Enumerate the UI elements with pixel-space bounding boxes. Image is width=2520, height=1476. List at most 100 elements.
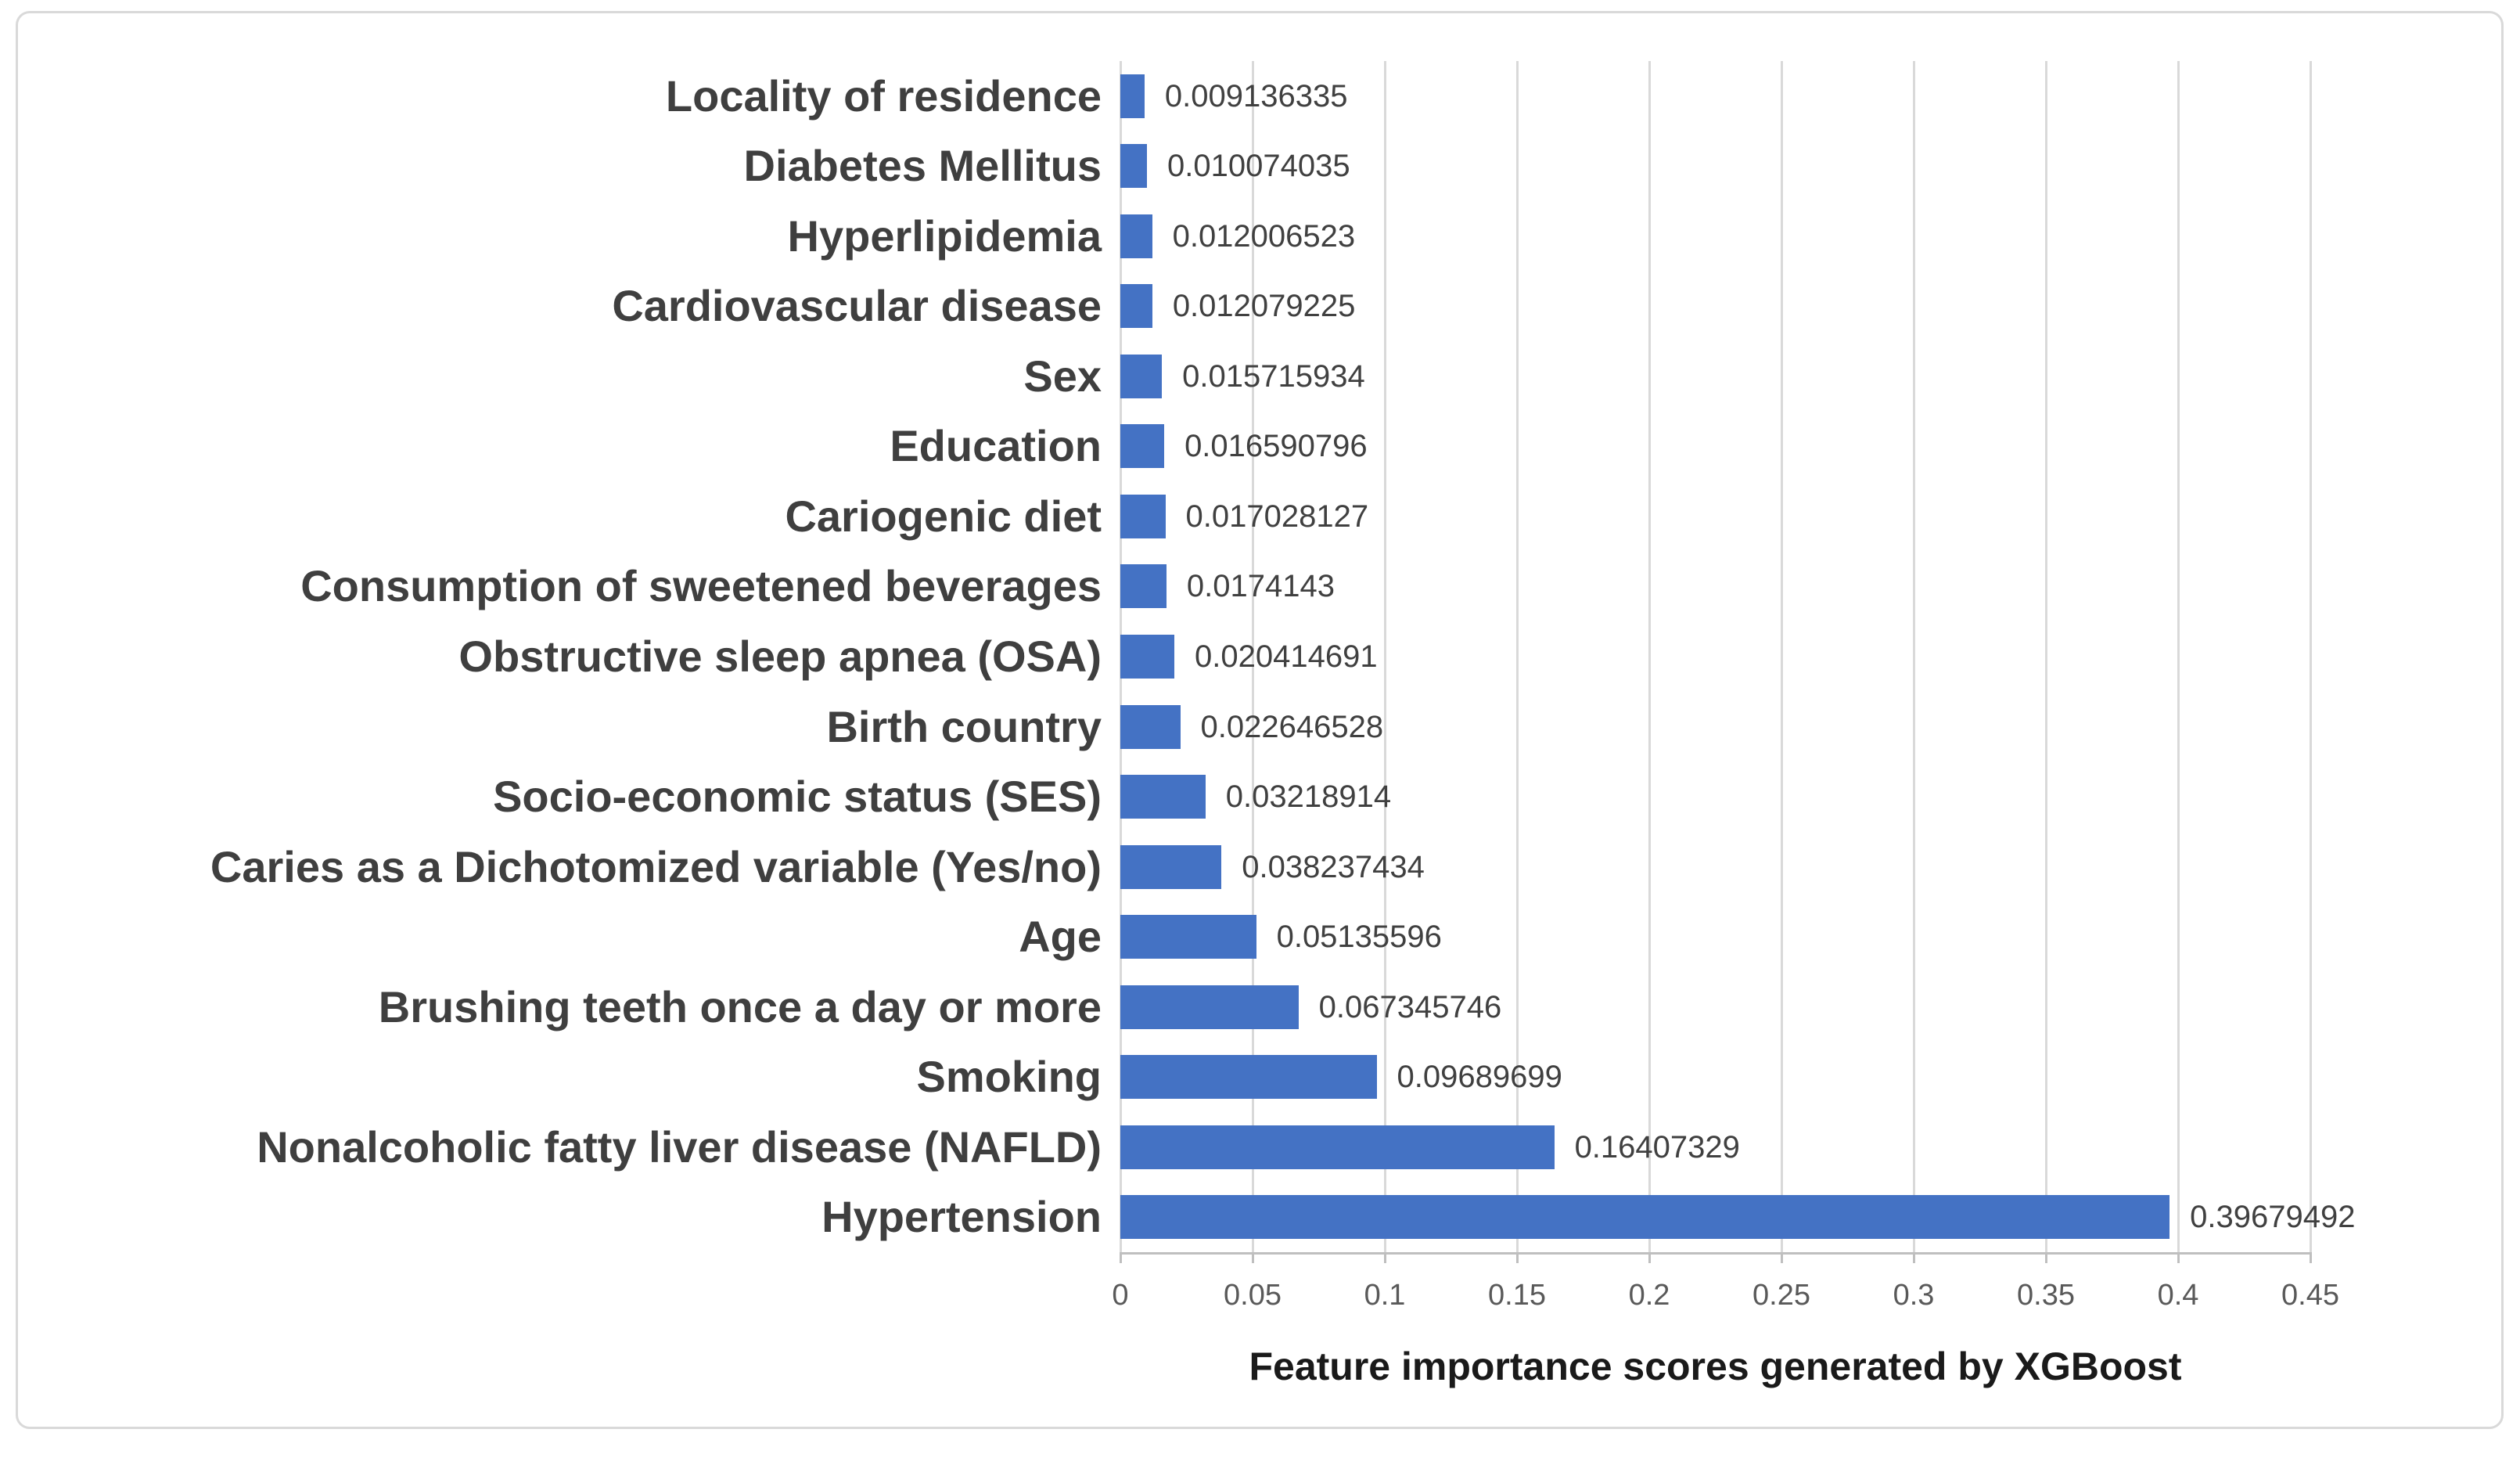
bar-row: 0.012079225 [1120, 272, 2310, 342]
bar [1120, 634, 1174, 679]
gridline [2177, 61, 2180, 1252]
bar-row: 0.022646528 [1120, 692, 2310, 762]
bar-value-label: 0.09689699 [1397, 1060, 1562, 1095]
bar-value-label: 0.017028127 [1185, 499, 1369, 534]
bar-value-label: 0.012079225 [1172, 289, 1356, 324]
tick-mark [1912, 1252, 1915, 1263]
bar-row: 0.009136335 [1120, 61, 2310, 131]
category-label: Obstructive sleep apnea (OSA) [458, 631, 1102, 681]
gridline [1912, 61, 1915, 1252]
category-label: Hyperlipidemia [787, 211, 1102, 261]
bar-value-label: 0.067345746 [1318, 989, 1502, 1024]
tick-label: 0.05 [1224, 1279, 1282, 1312]
bar [1120, 844, 1222, 889]
tick-mark [1120, 1252, 1122, 1263]
gridline [1383, 61, 1386, 1252]
bar-row: 0.010074035 [1120, 131, 2310, 202]
category-label: Sex [1023, 351, 1102, 401]
tick-label: 0 [1112, 1279, 1129, 1312]
gridline [2310, 61, 2312, 1252]
tick-mark [2177, 1252, 2180, 1263]
bar-row: 0.03218914 [1120, 761, 2310, 832]
gridline [1781, 61, 1783, 1252]
bar-row: 0.0174143 [1120, 552, 2310, 622]
category-label: Caries as a Dichotomized variable (Yes/n… [210, 841, 1102, 891]
tick-mark [2045, 1252, 2047, 1263]
bar-row: 0.39679492 [1120, 1182, 2355, 1252]
bar-value-label: 0.009136335 [1164, 78, 1348, 113]
tick-label: 0.25 [1752, 1279, 1810, 1312]
bar-value-label: 0.022646528 [1200, 709, 1384, 744]
tick-label: 0.2 [1628, 1279, 1670, 1312]
category-label: Education [890, 421, 1102, 471]
tick-label: 0.1 [1364, 1279, 1406, 1312]
category-label: Consumption of sweetened beverages [300, 561, 1102, 611]
bar-row: 0.012006523 [1120, 201, 2310, 272]
bar [1120, 424, 1165, 469]
tick-mark [1781, 1252, 1783, 1263]
category-label: Hypertension [821, 1192, 1102, 1242]
gridline [1515, 61, 1519, 1252]
category-label: Socio-economic status (SES) [493, 772, 1102, 822]
bar [1120, 1125, 1555, 1169]
plot-area: 0.009136335 0.010074035 0.012006523 0.01207… [1120, 61, 2355, 1255]
tick-label: 0.15 [1488, 1279, 1546, 1312]
tick-mark [1515, 1252, 1519, 1263]
category-label: Birth country [826, 701, 1102, 751]
bar-row: 0.015715934 [1120, 341, 2310, 412]
bar [1120, 74, 1145, 118]
tick-mark [1648, 1252, 1651, 1263]
tick-label: 0.35 [2017, 1279, 2075, 1312]
bar-value-label: 0.03218914 [1225, 779, 1392, 815]
bar-series: 0.009136335 0.010074035 0.012006523 0.01207… [1120, 61, 2355, 1252]
category-label: Cariogenic diet [785, 491, 1102, 541]
x-axis-title: Feature importance scores generated by X… [1249, 1345, 2182, 1388]
bar-value-label: 0.015715934 [1182, 358, 1365, 394]
bar [1120, 775, 1206, 819]
tick-label: 0.4 [2157, 1279, 2199, 1312]
bar [1120, 1055, 1377, 1100]
tick-label: 0.45 [2281, 1279, 2339, 1312]
bar-value-label: 0.020414691 [1195, 639, 1378, 674]
bar-value-label: 0.0174143 [1186, 569, 1335, 604]
bar [1120, 144, 1148, 189]
bar-value-label: 0.016590796 [1185, 429, 1368, 464]
category-label: Brushing teeth once a day or more [378, 981, 1102, 1031]
category-label: Nonalcoholic fatty liver disease (NAFLD) [257, 1121, 1102, 1172]
tick-mark [2310, 1252, 2312, 1263]
bar [1120, 985, 1299, 1029]
gridline [1648, 61, 1651, 1252]
bar-row: 0.038237434 [1120, 832, 2310, 902]
bar-value-label: 0.39679492 [2190, 1200, 2356, 1235]
category-label: Cardiovascular disease [612, 281, 1102, 331]
bar-value-label: 0.010074035 [1167, 149, 1350, 184]
bar [1120, 494, 1166, 538]
category-label: Locality of residence [665, 70, 1102, 121]
tick-mark [1383, 1252, 1386, 1263]
bar [1120, 704, 1181, 749]
x-axis-tick-labels: 0 0.05 0.1 0.15 0.2 0.25 0.3 0.35 0.4 0.45 [1112, 1279, 2339, 1319]
bar [1120, 214, 1152, 258]
category-axis: Locality of residence Diabetes Mellitus Hy… [28, 61, 1102, 1252]
bar-value-label: 0.012006523 [1172, 218, 1356, 254]
category-label: Diabetes Mellitus [743, 141, 1102, 191]
bar-value-label: 0.05135596 [1276, 920, 1442, 955]
tick-mark [1251, 1252, 1254, 1263]
bar-row: 0.016590796 [1120, 412, 2310, 482]
bar-row: 0.16407329 [1120, 1112, 2310, 1183]
bar [1120, 915, 1256, 959]
bar [1120, 354, 1163, 398]
gridline [1251, 61, 1254, 1252]
gridline [2045, 61, 2047, 1252]
tick-label: 0.3 [1893, 1279, 1935, 1312]
bar-row: 0.017028127 [1120, 481, 2310, 552]
bar-value-label: 0.16407329 [1574, 1129, 1740, 1165]
bar-row: 0.020414691 [1120, 621, 2310, 692]
chart-border [16, 11, 2504, 1429]
x-axis-tick-marks [1120, 1252, 2312, 1263]
bar [1120, 564, 1167, 609]
bar-row: 0.05135596 [1120, 902, 2310, 972]
bar-value-label: 0.038237434 [1242, 849, 1425, 884]
bar-row: 0.09689699 [1120, 1042, 2310, 1112]
